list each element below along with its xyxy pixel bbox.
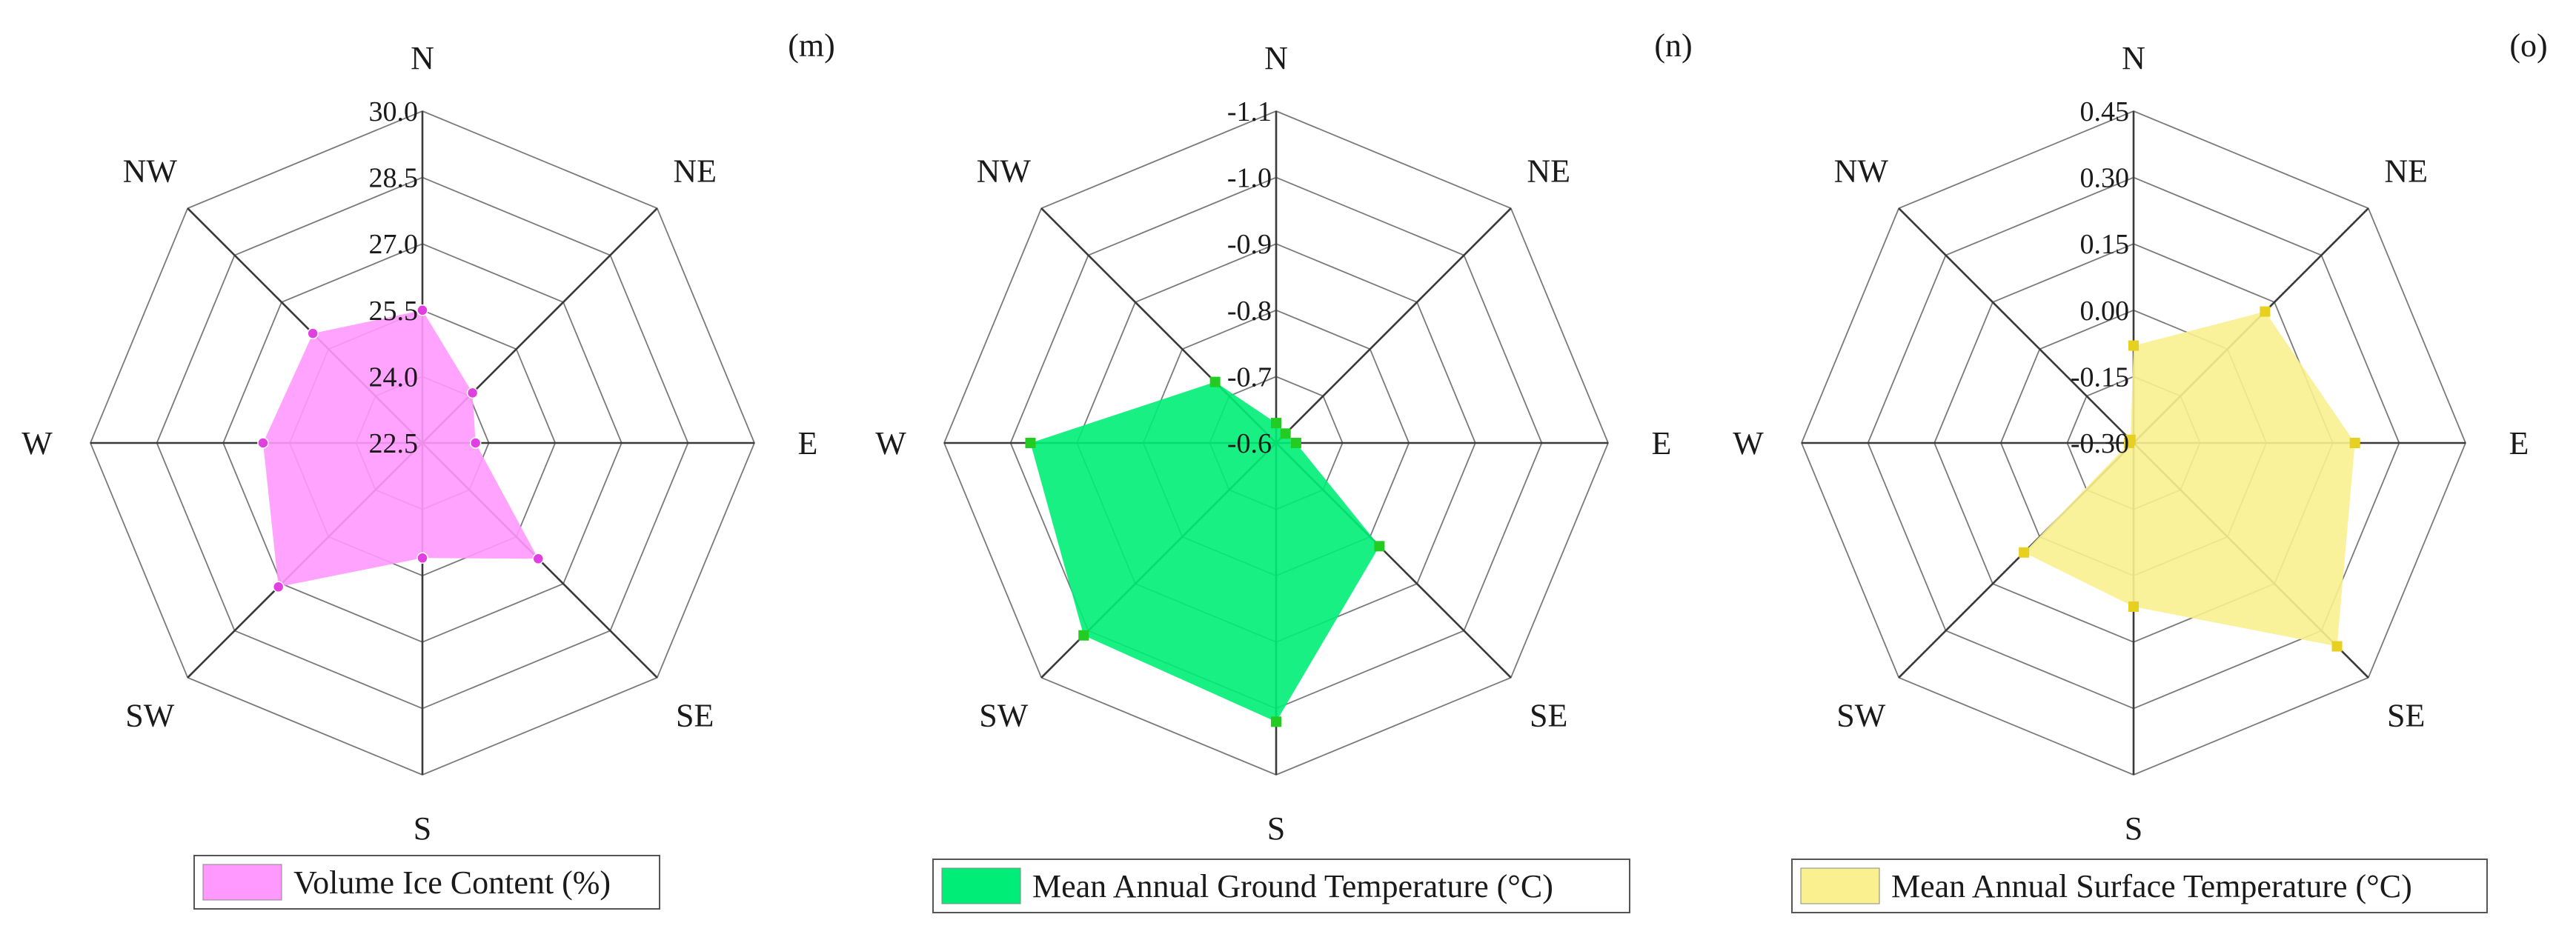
radar-panel-2: -0.6 -0.7 -0.8 -0.9 -1.0 -1.1 N NE E SE S SW W NW (n) M… xyxy=(875,27,1693,913)
data-point-n xyxy=(1271,418,1281,429)
direction-label-e: E xyxy=(2509,425,2529,461)
data-area xyxy=(1030,381,1380,722)
data-point-ne xyxy=(2260,306,2271,317)
direction-label-nw: NW xyxy=(977,153,1032,189)
tick-label: 25.5 xyxy=(369,296,419,327)
data-point-se xyxy=(1374,541,1385,552)
data-point-w xyxy=(257,437,269,449)
tick-label: 0.00 xyxy=(2080,296,2130,327)
direction-label-e: E xyxy=(1652,425,1672,461)
tick-label: 30.0 xyxy=(369,96,419,127)
data-point-e xyxy=(1290,438,1301,448)
data-area xyxy=(2024,311,2355,647)
legend-swatch xyxy=(941,867,1021,904)
legend-swatch xyxy=(202,864,282,901)
direction-label-w: W xyxy=(875,425,906,461)
direction-label-n: N xyxy=(2122,40,2145,76)
direction-label-sw: SW xyxy=(1836,698,1885,734)
direction-label-se: SE xyxy=(1530,698,1567,734)
data-point-sw xyxy=(272,581,285,593)
direction-label-sw: SW xyxy=(979,698,1028,734)
data-point-e xyxy=(2349,438,2360,448)
tick-label: -1.0 xyxy=(1227,163,1272,194)
spoke-nw xyxy=(1898,207,2134,444)
tick-label: 0.15 xyxy=(2080,229,2130,260)
tick-label: 0.45 xyxy=(2080,96,2130,127)
data-point-s xyxy=(416,552,428,564)
direction-label-se: SE xyxy=(2387,698,2425,734)
tick-label: 0.30 xyxy=(2080,163,2130,194)
direction-label-ne: NE xyxy=(1527,153,1570,189)
data-point-n xyxy=(2128,340,2139,351)
direction-label-nw: NW xyxy=(1834,153,1889,189)
tick-label: -0.7 xyxy=(1227,361,1272,393)
legend-label: Mean Annual Ground Temperature (°C) xyxy=(1032,868,1553,904)
data-point-se xyxy=(2331,641,2343,652)
panel-label: (m) xyxy=(788,27,835,64)
spoke-ne xyxy=(1275,207,1512,444)
direction-label-s: S xyxy=(414,810,431,847)
direction-label-w: W xyxy=(21,425,53,461)
tick-label: -0.9 xyxy=(1227,229,1272,260)
tick-label: -0.30 xyxy=(2071,428,2129,459)
direction-label-n: N xyxy=(411,40,434,76)
data-point-nw xyxy=(1209,376,1221,387)
data-point-ne xyxy=(1280,428,1291,439)
data-point-n xyxy=(416,304,428,316)
radar-panel-3: -0.30 -0.15 0.00 0.15 0.30 0.45 N NE E SE S SW W NW (o… xyxy=(1733,27,2548,913)
direction-label-se: SE xyxy=(676,698,714,734)
tick-label: 27.0 xyxy=(369,229,419,260)
data-point-sw xyxy=(1078,630,1089,641)
data-point-ne xyxy=(466,387,479,399)
direction-label-n: N xyxy=(1264,40,1288,76)
legend-frame xyxy=(1791,859,2488,913)
legend: Mean Annual Ground Temperature (°C) xyxy=(932,859,1630,913)
direction-label-w: W xyxy=(1733,425,1764,461)
direction-label-e: E xyxy=(798,425,818,461)
direction-label-ne: NE xyxy=(2384,153,2428,189)
direction-label-s: S xyxy=(2125,810,2142,847)
data-point-e xyxy=(469,437,482,449)
tick-label: -0.6 xyxy=(1227,428,1272,459)
data-area xyxy=(262,310,539,587)
legend: Mean Annual Surface Temperature (°C) xyxy=(1791,859,2488,913)
data-point-nw xyxy=(2125,434,2136,445)
legend-label: Mean Annual Surface Temperature (°C) xyxy=(1891,868,2412,904)
direction-label-sw: SW xyxy=(125,698,174,734)
legend-label: Volume Ice Content (%) xyxy=(293,864,611,901)
radar-panel-1: 22.5 24.0 25.5 27.0 28.5 30.0 N NE E SE S SW W NW (m) V… xyxy=(21,27,835,910)
tick-label: 24.0 xyxy=(369,361,419,393)
legend: Volume Ice Content (%) xyxy=(193,855,660,910)
data-point-nw xyxy=(307,327,319,339)
data-point-s xyxy=(1271,716,1281,727)
tick-label: -0.8 xyxy=(1227,296,1272,327)
data-point-sw xyxy=(2019,547,2030,558)
legend-frame xyxy=(932,859,1630,913)
tick-label: -1.1 xyxy=(1227,96,1272,127)
data-point-se xyxy=(532,553,545,565)
tick-label: 28.5 xyxy=(369,163,419,194)
panel-label: (n) xyxy=(1654,27,1692,64)
tick-label: -0.15 xyxy=(2071,361,2129,393)
data-point-w xyxy=(1025,438,1036,448)
direction-label-s: S xyxy=(1267,810,1285,847)
panel-label: (o) xyxy=(2509,27,2547,64)
data-point-s xyxy=(2128,601,2139,613)
direction-label-nw: NW xyxy=(123,153,178,189)
legend-swatch xyxy=(1800,867,1880,904)
tick-label: 22.5 xyxy=(369,428,419,459)
direction-label-ne: NE xyxy=(673,153,717,189)
